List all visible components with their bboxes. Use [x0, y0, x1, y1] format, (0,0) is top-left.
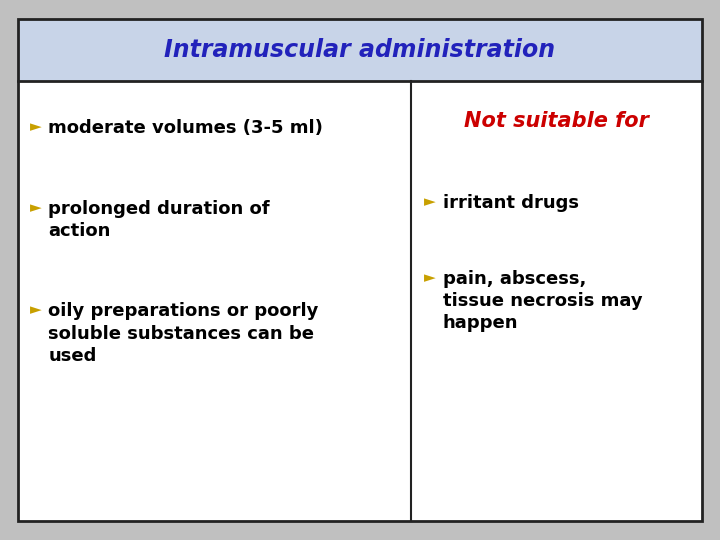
Text: moderate volumes (3-5 ml): moderate volumes (3-5 ml) [48, 119, 323, 137]
Text: oily preparations or poorly
soluble substances can be
used: oily preparations or poorly soluble subs… [48, 302, 319, 365]
Text: ►: ► [30, 302, 41, 318]
Text: ►: ► [30, 200, 41, 215]
Text: prolonged duration of
action: prolonged duration of action [48, 200, 270, 240]
Text: pain, abscess,
tissue necrosis may
happen: pain, abscess, tissue necrosis may happe… [443, 270, 643, 333]
Text: Intramuscular administration: Intramuscular administration [164, 38, 556, 62]
Text: irritant drugs: irritant drugs [443, 194, 579, 212]
Text: Not suitable for: Not suitable for [464, 111, 649, 131]
Text: ►: ► [424, 270, 436, 285]
Bar [18, 19, 702, 81]
Bar [18, 81, 702, 521]
Text: ►: ► [30, 119, 41, 134]
Text: ►: ► [424, 194, 436, 210]
